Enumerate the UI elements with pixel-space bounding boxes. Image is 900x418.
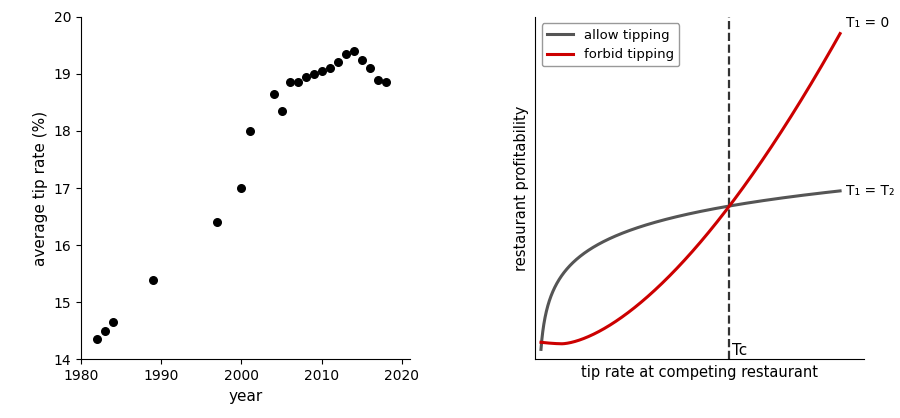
Point bbox=[90, 336, 104, 343]
Text: T₁ = T₂: T₁ = T₂ bbox=[846, 184, 895, 198]
Point bbox=[338, 51, 353, 57]
Point bbox=[283, 79, 297, 86]
Point bbox=[355, 56, 369, 63]
Y-axis label: restaurant profitability: restaurant profitability bbox=[515, 105, 529, 271]
Point bbox=[346, 48, 361, 54]
Point bbox=[211, 219, 225, 226]
Point bbox=[106, 319, 121, 326]
Point bbox=[242, 127, 256, 134]
Point bbox=[98, 328, 112, 334]
Point bbox=[274, 107, 289, 114]
Point bbox=[322, 65, 337, 71]
Point bbox=[266, 91, 281, 97]
Point bbox=[234, 185, 248, 191]
Point bbox=[299, 73, 313, 80]
Point bbox=[314, 68, 328, 74]
Point bbox=[291, 79, 305, 86]
Point bbox=[363, 65, 377, 71]
Point bbox=[146, 276, 160, 283]
Text: Tc: Tc bbox=[733, 343, 748, 358]
Point bbox=[307, 71, 321, 77]
X-axis label: tip rate at competing restaurant: tip rate at competing restaurant bbox=[581, 365, 818, 380]
Legend: allow tipping, forbid tipping: allow tipping, forbid tipping bbox=[542, 23, 680, 66]
Point bbox=[371, 76, 385, 83]
Point bbox=[379, 79, 393, 86]
Point bbox=[330, 59, 345, 66]
Text: T₁ = 0: T₁ = 0 bbox=[846, 16, 889, 30]
X-axis label: year: year bbox=[229, 389, 263, 404]
Y-axis label: average tip rate (%): average tip rate (%) bbox=[33, 110, 48, 266]
